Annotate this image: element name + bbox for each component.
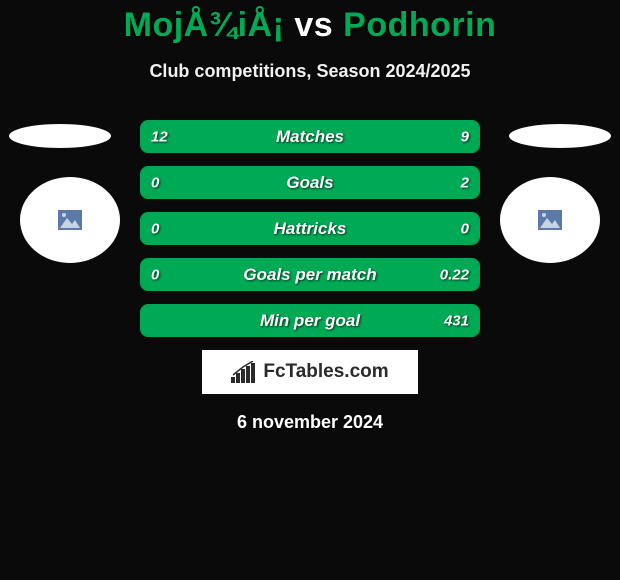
left-small-ellipse [9,124,111,148]
stat-label: Min per goal [141,311,479,331]
stat-row-min-per-goal: Min per goal 431 [140,304,480,337]
stat-row-goals: 0 Goals 2 [140,166,480,199]
player1-placeholder-icon [58,210,82,230]
stat-row-goals-per-match: 0 Goals per match 0.22 [140,258,480,291]
stat-label: Matches [141,127,479,147]
brand-text: FcTables.com [263,361,388,383]
brand-bar-chart-icon [231,361,257,383]
stat-value-right: 9 [461,128,469,145]
stat-row-hattricks: 0 Hattricks 0 [140,212,480,245]
subtitle: Club competitions, Season 2024/2025 [0,61,620,82]
stat-value-right: 431 [444,312,469,329]
page-title: MojÅ¾iÅ¡ vs Podhorin [0,0,620,45]
stat-value-right: 2 [461,174,469,191]
date-text: 6 november 2024 [140,412,480,433]
player1-name: MojÅ¾iÅ¡ [124,6,285,44]
player1-avatar [20,177,120,263]
player2-avatar [500,177,600,263]
stat-value-right: 0 [461,220,469,237]
player2-name: Podhorin [343,6,496,44]
vs-text: vs [284,6,343,44]
stat-row-matches: 12 Matches 9 [140,120,480,153]
stat-label: Goals per match [141,265,479,285]
right-small-ellipse [509,124,611,148]
stat-value-right: 0.22 [440,266,469,283]
stat-label: Hattricks [141,219,479,239]
stat-label: Goals [141,173,479,193]
brand-box[interactable]: FcTables.com [202,350,418,394]
stats-column: 12 Matches 9 0 Goals 2 0 Hattricks 0 0 G… [140,120,480,433]
player2-placeholder-icon [538,210,562,230]
